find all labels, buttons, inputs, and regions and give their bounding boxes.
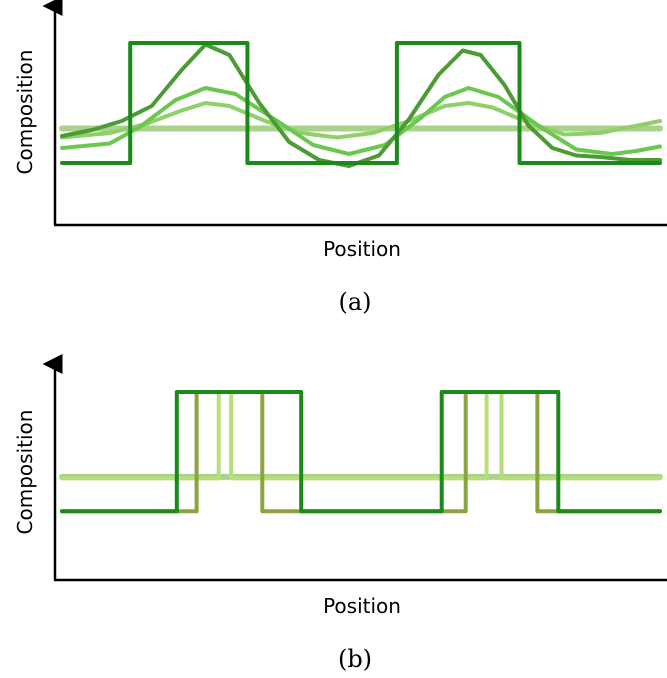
series-line-b-3 — [60, 390, 662, 514]
panel-b-caption: (b) — [338, 645, 372, 673]
panel-a-caption: (a) — [338, 288, 371, 316]
series-line-b-2 — [60, 390, 662, 481]
panel-a-plot — [59, 41, 663, 168]
series-line-a-4 — [60, 42, 662, 168]
series-line-a-2 — [60, 101, 662, 140]
series-line-b-4 — [60, 390, 662, 514]
panel-a: Composition Position (a) — [13, 0, 667, 316]
panel-b: Composition Position (b) — [13, 354, 667, 673]
panel-b-y-label: Composition — [13, 410, 37, 535]
series-line-a-3 — [60, 86, 662, 156]
panel-a-y-label: Composition — [13, 50, 37, 175]
panel-b-x-label: Position — [323, 594, 401, 618]
series-line-a-5 — [60, 41, 662, 165]
panel-a-x-label: Position — [323, 237, 401, 261]
panel-b-plot — [59, 390, 663, 514]
